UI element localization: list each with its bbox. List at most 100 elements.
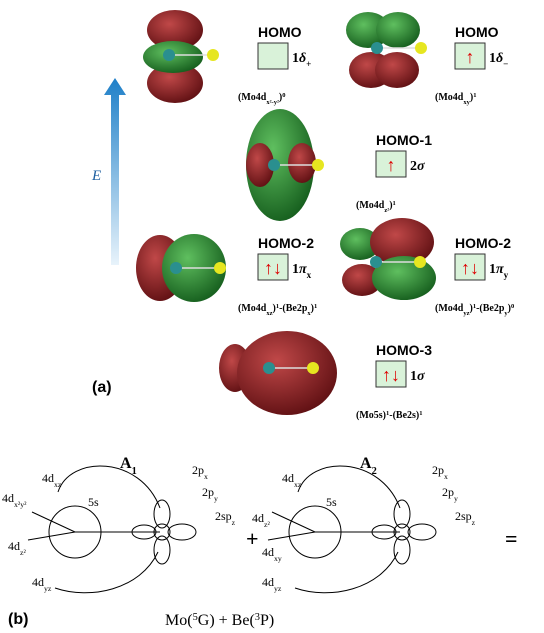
electron-config: (Mo5s)1-(Be2s)1: [356, 410, 423, 422]
orbital-symbol: 1πx: [292, 262, 312, 280]
text-part: y: [504, 270, 509, 280]
text-part: (Mo4d: [238, 303, 267, 314]
text-part: 1: [314, 303, 317, 310]
text-part: 0: [282, 92, 285, 99]
orbital-symbol: 1δ−: [489, 51, 508, 69]
orbital-symbol: 1πy: [489, 262, 509, 280]
orbital-symbol: 1σ: [410, 369, 425, 384]
orbital-label: 4dz²: [8, 539, 26, 557]
text-part: σ: [417, 369, 425, 384]
orbital-name: HOMO: [455, 24, 499, 40]
text-part: y: [454, 494, 458, 503]
p-lobe: [168, 524, 196, 540]
occupation-box: [258, 43, 288, 69]
text-part: 4d: [2, 491, 14, 505]
text-part: z: [472, 518, 476, 527]
lead: [272, 512, 315, 532]
text-part: 0: [511, 303, 514, 310]
electron-config: (Mo4dxy)1: [435, 92, 476, 106]
orbital-lobe: [375, 52, 419, 88]
text-part: z: [232, 518, 236, 527]
electron-config: (Mo4dxz)1-(Be2px)1: [238, 303, 317, 317]
text-part: 4d: [42, 471, 54, 485]
equals-sign: =: [505, 526, 518, 551]
text-part: −: [503, 59, 508, 69]
text-part: -(Be2p: [476, 303, 505, 314]
orbital-label: 2spz: [215, 509, 236, 527]
text-part: δ: [299, 51, 306, 66]
orbital-label: 4dyz: [32, 575, 52, 593]
text-part: 5s: [88, 495, 99, 509]
panel-label: (b): [8, 611, 28, 628]
atom-be: [415, 42, 427, 54]
atom-mo: [170, 262, 182, 274]
electrons: ↑: [387, 155, 396, 175]
text-part: (Mo5s): [356, 410, 386, 421]
orbital-label: 4dx²y²: [2, 491, 27, 509]
text-part: z²: [20, 548, 26, 557]
text-part: 2sp: [455, 509, 472, 523]
text-part: 1: [292, 51, 299, 66]
text-part: 2p: [202, 485, 214, 499]
orbital-label: 2px: [432, 463, 448, 481]
text-part: 2p: [442, 485, 454, 499]
flow-arrow: [58, 466, 160, 508]
atom-be: [207, 49, 219, 61]
text-part: σ: [417, 159, 425, 174]
electron-config: (Mo4dx²-y²)0: [238, 92, 286, 106]
text-part: -(Be2s): [389, 410, 419, 421]
text-part: 4d: [262, 575, 274, 589]
text-part: 5s: [326, 495, 337, 509]
orbital-name: HOMO-2: [258, 235, 314, 251]
text-part: xz: [54, 480, 62, 489]
text-part: x: [307, 270, 312, 280]
panel-label: (a): [92, 379, 112, 396]
text-part: 1: [393, 200, 396, 207]
text-part: δ: [496, 51, 503, 66]
p-lobe: [408, 524, 436, 540]
orbital-label: 4dxy: [262, 545, 282, 563]
energy-label: E: [91, 168, 101, 184]
text-part: 4d: [282, 471, 294, 485]
text-part: -(Be2p: [279, 303, 308, 314]
text-part: 4d: [252, 511, 264, 525]
text-part: x²-y²: [266, 99, 279, 106]
text-part: 1: [292, 262, 299, 277]
figure: E (a) (b) + = HOMO1δ+(Mo4dx²-y²)0HOMO↑1δ…: [0, 0, 544, 633]
electron-config: (Mo4dyz)1-(Be2py)0: [435, 303, 514, 317]
orbital-symbol: 1δ+: [292, 51, 311, 69]
text-part: Mo(: [165, 612, 193, 629]
text-part: (Mo4d: [435, 303, 464, 314]
orbital-label: 5s: [88, 495, 99, 509]
text-part: (Mo4d: [435, 92, 464, 103]
electrons: ↑↓: [382, 365, 400, 385]
atom-mo: [268, 159, 280, 171]
orbital-label: 2py: [202, 485, 218, 503]
text-part: x²y²: [14, 500, 27, 509]
orbital-label: 5s: [326, 495, 337, 509]
text-part: x: [204, 472, 208, 481]
atom-mo: [371, 42, 383, 54]
orbital-label: 4dxz: [282, 471, 302, 489]
orbital-name: HOMO-1: [376, 132, 432, 148]
atom-be: [312, 159, 324, 171]
diagram-title: A2: [360, 455, 377, 477]
text-part: (Mo4d: [356, 200, 385, 211]
text-part: 4d: [262, 545, 274, 559]
orbital-name: HOMO: [258, 24, 302, 40]
energy-arrow: [104, 78, 126, 265]
atom-be: [307, 362, 319, 374]
flow-arrow: [55, 552, 158, 593]
text-part: (Mo4d: [238, 92, 267, 103]
orbital-lobe: [288, 143, 316, 183]
text-part: xy: [274, 554, 282, 563]
text-part: G) + Be(: [198, 612, 255, 629]
text-part: yz: [274, 584, 282, 593]
atom-mo: [263, 362, 275, 374]
lead: [32, 512, 75, 532]
text-part: 4d: [8, 539, 20, 553]
text-part: 1: [473, 92, 476, 99]
electrons: ↑: [466, 47, 475, 67]
text-part: 2p: [432, 463, 444, 477]
orbital-label: 2px: [192, 463, 208, 481]
